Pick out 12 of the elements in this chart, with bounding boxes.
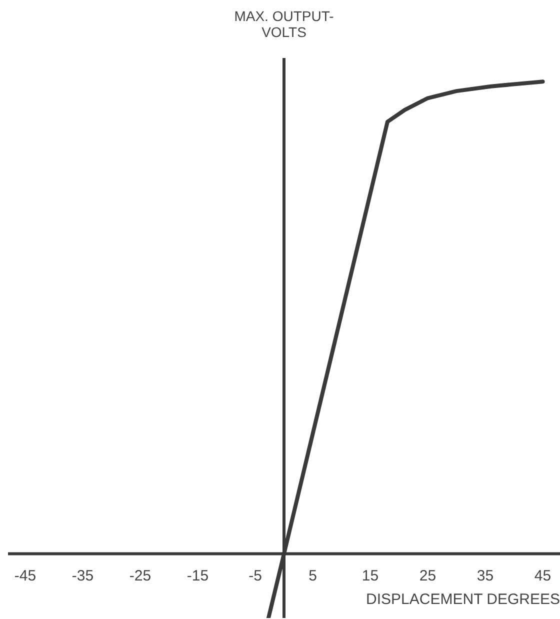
x-tick-label: 25	[419, 568, 436, 585]
x-tick-label: -45	[14, 568, 36, 585]
x-tick-label: 15	[362, 568, 379, 585]
x-tick-label: 5	[308, 568, 317, 585]
y-axis-title: MAX. OUTPUT- VOLTS	[233, 8, 335, 40]
x-tick-label: -35	[72, 568, 94, 585]
x-tick-label: -15	[186, 568, 209, 585]
x-tick-label: -25	[129, 568, 152, 585]
x-tick-label: 35	[476, 568, 494, 585]
x-axis-title: DISPLACEMENT DEGREES	[366, 590, 560, 608]
x-tick-label: -5	[248, 568, 262, 585]
x-tick-label: 45	[534, 568, 552, 585]
